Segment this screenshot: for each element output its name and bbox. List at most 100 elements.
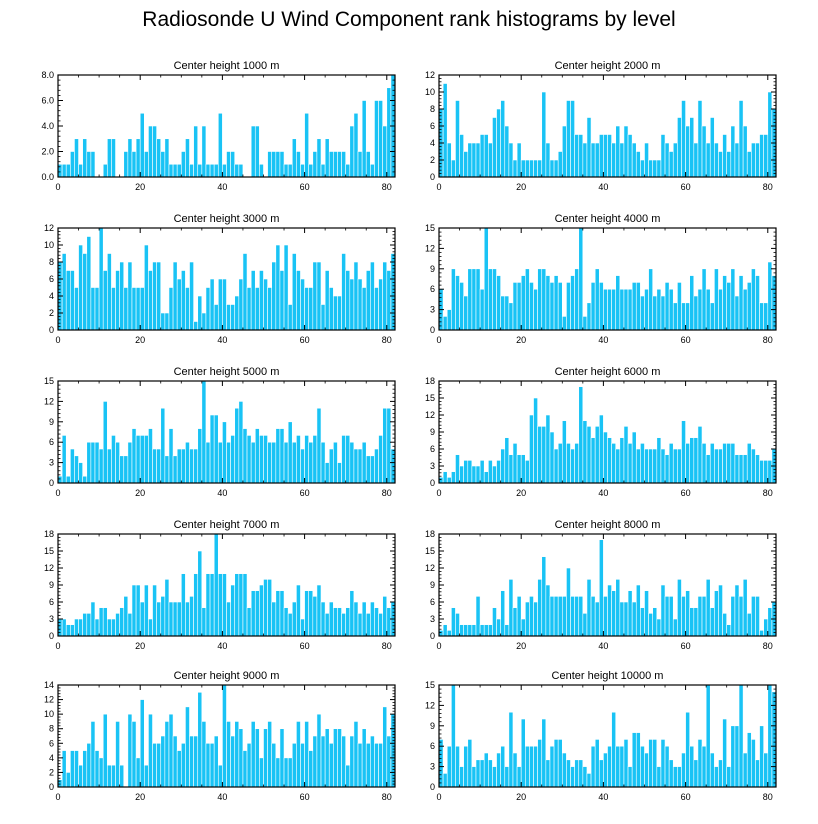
y-tick-label: 3 <box>49 614 54 624</box>
bar <box>689 745 695 788</box>
bar <box>82 138 88 178</box>
bar <box>361 728 367 788</box>
bar <box>751 739 756 788</box>
x-tick-label: 80 <box>763 792 773 802</box>
x-tick-label: 80 <box>382 792 392 802</box>
bar <box>320 304 326 331</box>
bar <box>746 443 752 484</box>
bar <box>512 607 518 637</box>
bar <box>70 151 75 178</box>
bar <box>370 735 375 788</box>
y-tick-label: 6 <box>49 597 54 607</box>
y-tick-label: 6.0 <box>41 96 54 106</box>
bar <box>168 287 174 331</box>
bar <box>742 752 748 788</box>
bar <box>353 721 359 788</box>
x-tick-label: 20 <box>135 641 145 651</box>
bar <box>115 270 120 331</box>
bar <box>234 407 240 484</box>
bar <box>267 151 273 178</box>
bar <box>370 163 375 178</box>
bar <box>328 601 334 637</box>
bar <box>512 752 518 788</box>
bar <box>442 316 448 331</box>
bar <box>714 766 719 788</box>
y-tick-label: 3 <box>430 461 435 471</box>
bar <box>508 302 514 331</box>
bar <box>672 142 678 178</box>
bar <box>357 742 363 788</box>
x-tick-label: 0 <box>55 335 60 345</box>
bar <box>533 601 538 637</box>
bar <box>533 159 538 178</box>
bar <box>594 268 600 331</box>
bar <box>291 138 297 178</box>
bar <box>312 435 318 484</box>
bar <box>746 613 752 637</box>
bar <box>333 151 338 178</box>
bar <box>537 579 543 637</box>
bar <box>516 766 522 788</box>
bar <box>102 163 108 178</box>
bar <box>209 573 215 637</box>
bar <box>656 618 662 637</box>
bar <box>308 441 314 484</box>
bar <box>86 742 92 788</box>
bar <box>488 142 493 178</box>
y-tick-label: 6 <box>49 437 54 447</box>
bar <box>500 448 506 484</box>
bar <box>222 573 227 637</box>
bar <box>668 443 674 484</box>
bar <box>640 443 645 484</box>
bar <box>755 275 760 331</box>
y-tick-label: 6 <box>49 738 54 748</box>
bar <box>197 550 203 637</box>
bar <box>582 420 588 484</box>
bar <box>263 435 268 484</box>
bar <box>205 742 211 788</box>
bar <box>561 125 567 178</box>
x-tick-label: 0 <box>436 182 441 192</box>
bar <box>500 745 506 788</box>
bar <box>467 739 473 788</box>
bar <box>664 745 670 788</box>
bar <box>164 721 170 788</box>
bar <box>127 613 133 637</box>
bar <box>488 759 493 788</box>
x-tick-label: 80 <box>763 335 773 345</box>
bar <box>94 441 100 484</box>
bar <box>201 607 207 637</box>
x-tick-label: 60 <box>681 792 691 802</box>
bar <box>603 431 608 484</box>
bar <box>361 601 367 637</box>
y-tick-label: 9 <box>430 721 435 731</box>
bar <box>455 613 460 637</box>
bar <box>492 465 497 484</box>
bar <box>557 282 563 331</box>
bar <box>738 100 744 178</box>
bar <box>217 573 223 637</box>
bar <box>374 100 379 178</box>
bar <box>98 757 104 788</box>
bar <box>226 441 231 484</box>
y-tick-label: 0 <box>49 325 54 335</box>
bar <box>78 764 83 788</box>
bar <box>312 735 318 788</box>
y-tick-label: 14 <box>44 680 54 690</box>
bar <box>238 163 244 178</box>
bar <box>726 282 732 331</box>
bar <box>598 282 604 331</box>
bar <box>361 287 367 331</box>
bar <box>709 607 715 637</box>
bar <box>619 601 625 637</box>
bar <box>226 721 231 788</box>
bar <box>751 142 756 178</box>
y-tick-label: 8.0 <box>41 70 54 80</box>
bar <box>545 759 551 788</box>
bar <box>123 151 129 178</box>
bar <box>615 448 621 484</box>
bar <box>545 414 551 484</box>
bar <box>603 596 608 637</box>
x-tick-label: 60 <box>300 641 310 651</box>
